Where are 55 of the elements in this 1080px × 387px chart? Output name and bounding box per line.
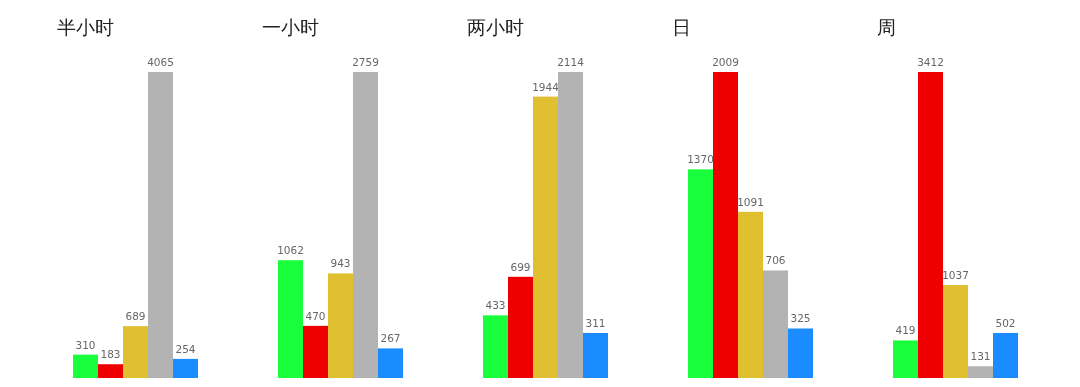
data-label: 3412 bbox=[917, 56, 944, 68]
data-label: 2009 bbox=[712, 56, 739, 68]
data-label: 433 bbox=[485, 299, 506, 312]
bar bbox=[533, 96, 558, 378]
data-label: 1944 bbox=[532, 80, 560, 93]
bar bbox=[583, 332, 608, 378]
bar bbox=[98, 364, 123, 378]
data-label: 706 bbox=[765, 254, 786, 267]
data-label: 325 bbox=[790, 312, 811, 325]
data-label: 4065 bbox=[147, 56, 174, 68]
data-label: 131 bbox=[970, 350, 991, 363]
data-label: 470 bbox=[305, 309, 326, 322]
bar bbox=[123, 326, 148, 378]
bar bbox=[738, 211, 763, 378]
bar bbox=[943, 285, 968, 378]
bar bbox=[508, 276, 533, 378]
data-label: 2759 bbox=[352, 56, 379, 68]
bar bbox=[353, 72, 378, 378]
data-label: 1091 bbox=[737, 195, 764, 208]
chart-title: 日 bbox=[672, 16, 691, 38]
bar bbox=[688, 169, 713, 378]
data-label: 183 bbox=[100, 348, 121, 361]
bar bbox=[73, 354, 98, 378]
data-label: 1037 bbox=[942, 269, 969, 281]
chart-title: 半小时 bbox=[57, 16, 114, 38]
bar bbox=[148, 72, 173, 378]
data-label: 502 bbox=[995, 316, 1016, 329]
bar bbox=[918, 72, 943, 378]
bar bbox=[558, 72, 583, 378]
chart-title: 一小时 bbox=[262, 16, 319, 38]
bar bbox=[173, 358, 198, 378]
bar bbox=[483, 315, 508, 378]
bar bbox=[788, 328, 813, 378]
bar bbox=[993, 332, 1018, 378]
data-label: 1370 bbox=[687, 153, 714, 166]
data-label: 1062 bbox=[277, 244, 304, 257]
chart-title: 两小时 bbox=[467, 16, 524, 38]
data-label: 943 bbox=[330, 257, 351, 270]
bar bbox=[968, 366, 993, 378]
data-label: 2114 bbox=[557, 56, 585, 68]
bar bbox=[763, 270, 788, 378]
bar bbox=[378, 348, 403, 378]
data-label: 310 bbox=[75, 338, 96, 351]
chart-title: 周 bbox=[877, 16, 896, 38]
bar bbox=[278, 260, 303, 378]
data-label: 699 bbox=[510, 260, 531, 273]
bar bbox=[303, 325, 328, 378]
data-label: 419 bbox=[895, 324, 916, 337]
data-label: 254 bbox=[175, 342, 196, 355]
bar bbox=[328, 273, 353, 378]
bar bbox=[713, 72, 738, 378]
data-label: 311 bbox=[585, 316, 606, 329]
data-label: 689 bbox=[125, 310, 146, 323]
bar bbox=[893, 340, 918, 378]
data-label: 267 bbox=[380, 332, 401, 345]
